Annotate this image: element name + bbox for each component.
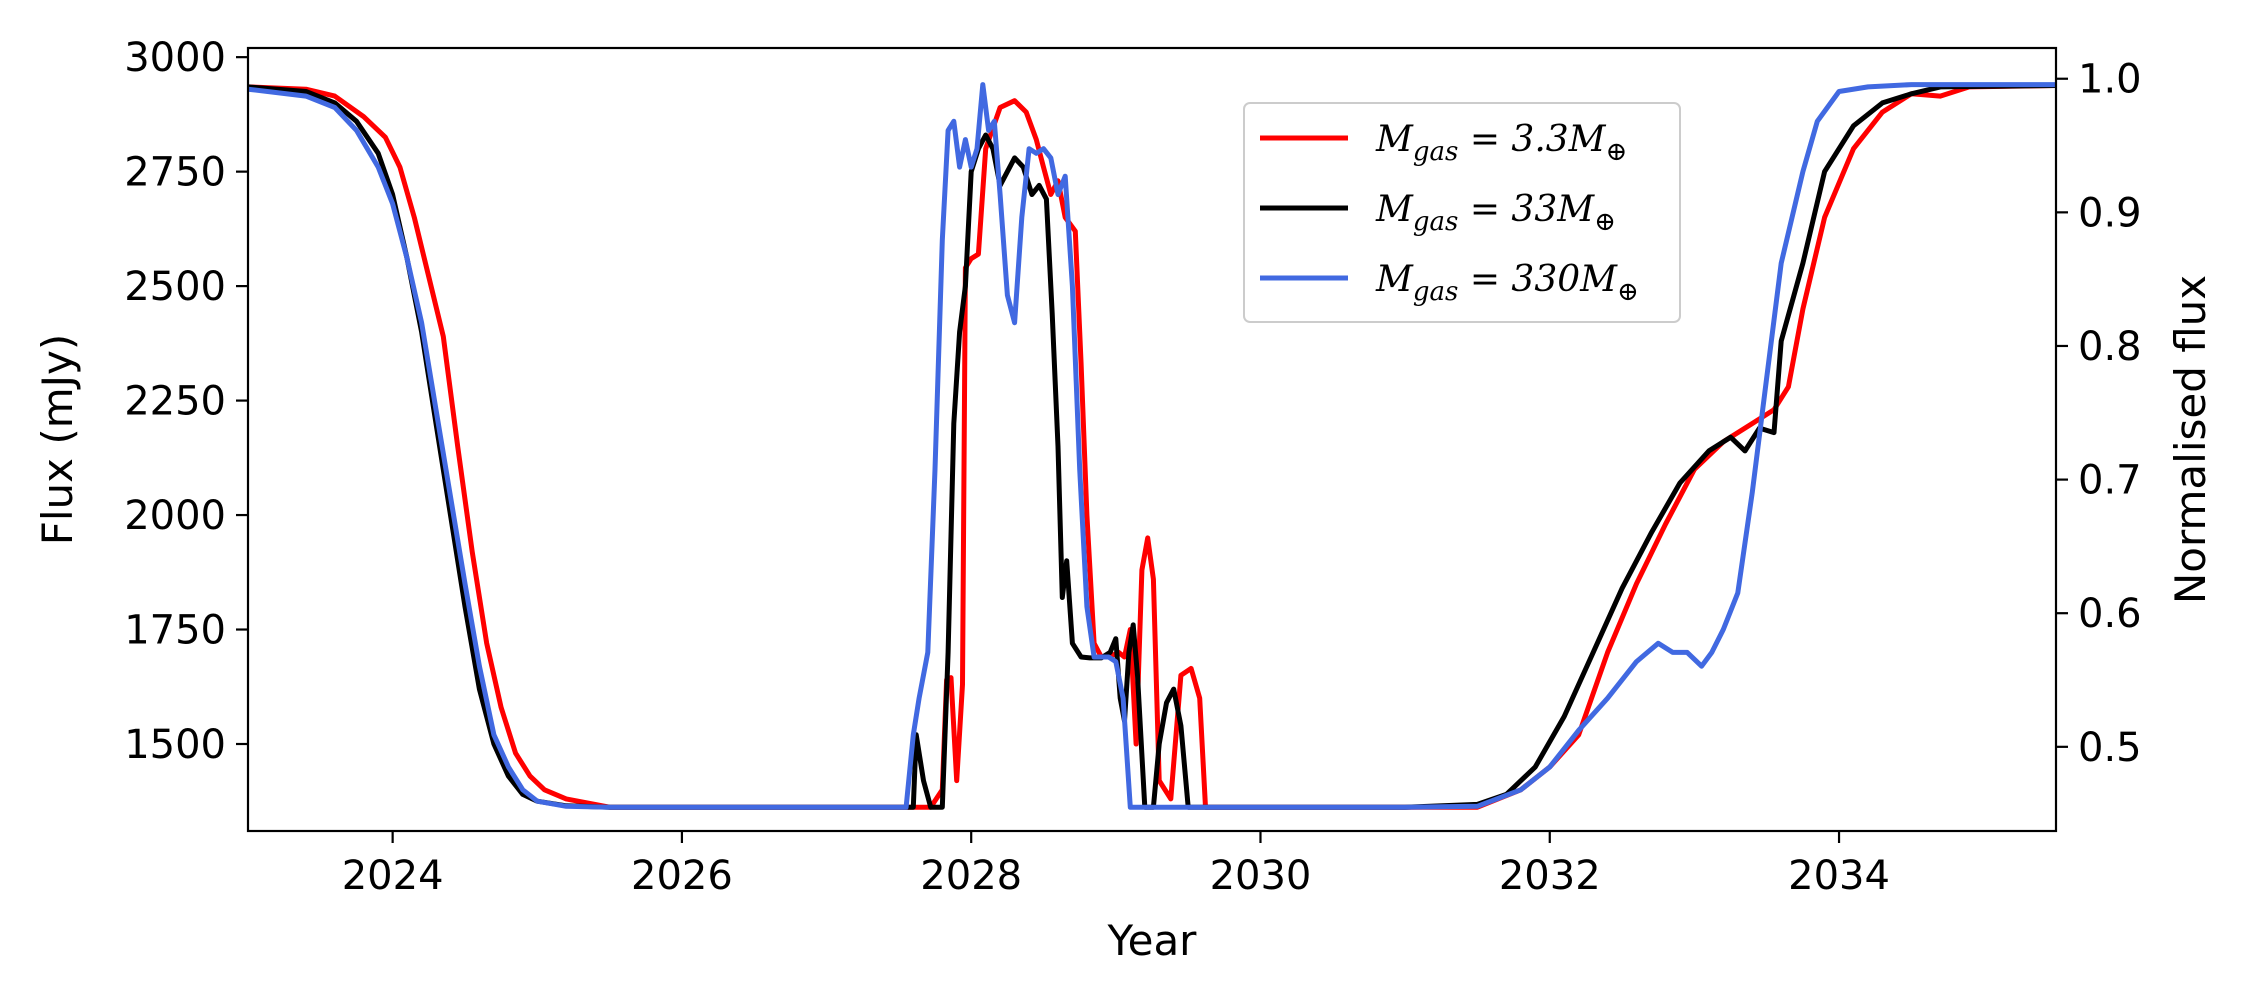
y-axis-label: Flux (mJy) [33,334,82,546]
series-line-1 [248,83,2056,810]
series-line-2 [248,83,2056,810]
x-tick-label: 2028 [920,853,1022,899]
y-right-tick-label: 0.7 [2078,458,2142,504]
y-tick-label: 3000 [124,35,226,81]
y-axis-right-label: Normalised flux [2166,275,2215,604]
series-layer [248,82,2056,810]
y-right-tick-label: 0.5 [2078,725,2142,771]
x-tick-label: 2026 [631,853,733,899]
legend-label-main: M [1375,189,1414,230]
legend-label-sub: gas [1413,277,1459,307]
x-axis: 2024 2026 2028 2030 2032 2034 [342,831,1890,899]
legend-label-sub: gas [1413,137,1459,167]
x-tick-label: 2030 [1210,853,1312,899]
y-tick-label: 1750 [124,608,226,654]
legend-label-symbol: ⊕ [1617,277,1639,307]
legend-label-sub: gas [1413,207,1459,237]
legend-label-rest: = 33M [1458,189,1595,230]
x-tick-label: 2024 [342,853,444,899]
y-axis-right: 0.5 0.6 0.7 0.8 0.9 1.0 [2056,57,2142,771]
y-tick-label: 1500 [124,722,226,768]
y-right-tick-label: 0.6 [2078,591,2142,637]
x-axis-label: Year [1107,916,1198,965]
y-right-tick-label: 0.8 [2078,324,2142,370]
plot-frame [246,46,2058,833]
legend: Mgas = 3.3M⊕Mgas = 33M⊕Mgas = 330M⊕ [1243,102,1681,323]
legend-box [1243,102,1681,323]
y-tick-label: 2000 [124,493,226,539]
x-tick-label: 2032 [1499,853,1601,899]
legend-label-rest: = 330M [1458,259,1618,300]
y-tick-label: 2250 [124,379,226,425]
legend-label-symbol: ⊕ [1606,137,1628,167]
y-right-tick-label: 1.0 [2078,57,2142,103]
legend-label-main: M [1375,259,1414,300]
y-tick-label: 2750 [124,150,226,196]
y-right-tick-label: 0.9 [2078,190,2142,236]
legend-label-symbol: ⊕ [1594,207,1616,237]
y-tick-label: 2500 [124,264,226,310]
y-axis-left: 1500 1750 2000 2250 2500 2750 3000 [124,35,248,768]
x-tick-label: 2034 [1788,853,1890,899]
legend-label-main: M [1375,119,1414,160]
legend-label-1: Mgas = 3.3M⊕ [1375,119,1627,167]
series-line-3 [248,82,2056,810]
legend-label-2: Mgas = 33M⊕ [1375,189,1616,237]
legend-label-rest: = 3.3M [1458,119,1606,160]
legend-label-3: Mgas = 330M⊕ [1375,259,1639,307]
